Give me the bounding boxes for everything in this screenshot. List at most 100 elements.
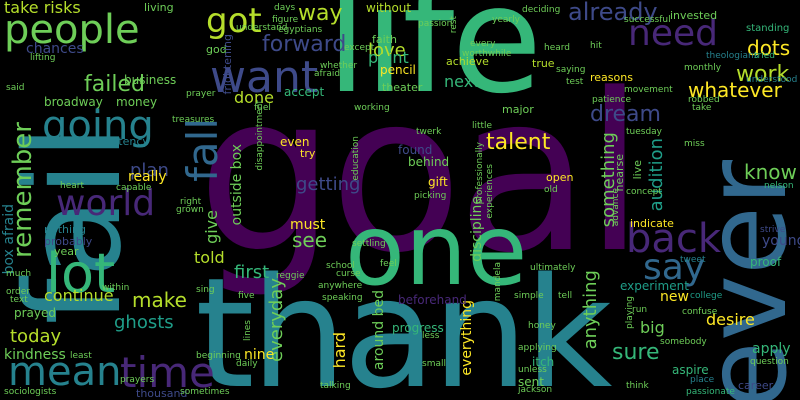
word-said: said — [6, 83, 25, 93]
word-sing: sing — [196, 285, 215, 295]
word-nine: nine — [244, 347, 275, 363]
word-jackson: jackson — [518, 385, 553, 395]
word-thousand: thousand — [136, 387, 188, 400]
word-sometimes: sometimes — [180, 387, 230, 397]
word-new: new — [660, 289, 689, 305]
word-probably: probably — [44, 235, 93, 248]
word-days: days — [274, 3, 296, 13]
word-next: next — [444, 72, 480, 91]
word-theologians: theologians — [706, 51, 759, 61]
word-working: working — [354, 103, 390, 113]
word-plan: plan — [130, 160, 169, 181]
word-talent: talent — [486, 130, 551, 155]
word-run: run — [632, 305, 648, 315]
word-picking: picking — [414, 191, 447, 201]
word-hit: hit — [590, 41, 602, 51]
word-see: see — [292, 228, 328, 252]
word-chances: chances — [26, 41, 84, 57]
word-treasures: treasures — [172, 115, 215, 125]
word-pencil: pencil — [380, 63, 416, 77]
word-say: say — [643, 247, 706, 288]
word-theater: theater — [382, 81, 423, 94]
word-goal: goal — [197, 48, 645, 301]
word-lifting: lifting — [30, 53, 56, 63]
word-education: education — [351, 136, 361, 181]
word-worthwhile: worthwhile — [462, 49, 512, 59]
word-patience: patience — [592, 95, 631, 105]
word-successful: successful — [624, 15, 671, 25]
word-grown: grown — [176, 205, 204, 215]
word-whatever: whatever — [688, 78, 782, 102]
word-mean: mean — [8, 349, 122, 395]
word-frightening: frightening — [221, 34, 234, 95]
word-understood: understood — [746, 75, 798, 85]
word-standing: standing — [746, 23, 790, 34]
word-love: love — [368, 40, 406, 61]
word-point: point — [368, 48, 409, 67]
word-true: true — [532, 57, 555, 70]
word-feel: feel — [380, 259, 397, 269]
word-tweet: tweet — [680, 255, 706, 265]
word-world: world — [56, 183, 156, 224]
word-within: within — [102, 283, 130, 293]
word-monthly: monthly — [684, 63, 722, 73]
word-right: right — [180, 197, 202, 207]
word-know: know — [744, 160, 797, 184]
word-applying: applying — [518, 343, 557, 353]
word-told: told — [194, 248, 225, 267]
word-nothing: nothing — [44, 223, 86, 236]
word-apply: apply — [752, 341, 791, 357]
word-anything: anything — [580, 270, 601, 350]
word-figure: figure — [272, 15, 299, 25]
word-major: major — [502, 103, 534, 116]
word-make: make — [132, 288, 187, 312]
word-outside-box: outside box — [229, 144, 245, 226]
word-hard: hard — [330, 332, 349, 369]
word-five: five — [238, 291, 255, 301]
word-everything: everything — [459, 300, 475, 376]
word-around-bed: around bed — [371, 290, 387, 371]
word-progress: progress — [392, 321, 444, 335]
word-time: time — [120, 348, 215, 397]
word-big: big — [640, 318, 665, 337]
word-text: text — [10, 295, 28, 305]
word-experiment: experiment — [620, 279, 689, 293]
word-hearse: hearse — [613, 154, 626, 192]
word-curse: curse — [336, 269, 361, 279]
word-passionate: passionate — [686, 387, 735, 397]
word-nelson: nelson — [764, 181, 794, 191]
word-school: school — [326, 261, 355, 271]
word-reggie: reggie — [276, 271, 305, 281]
word-dots: dots — [747, 36, 791, 60]
word-already: already — [568, 0, 658, 26]
word-order: order — [6, 287, 30, 297]
word-way: way — [298, 1, 343, 26]
word-college: college — [690, 291, 723, 301]
word-achieve: achieve — [446, 55, 489, 68]
word-deciding: deciding — [522, 5, 561, 15]
word-capable: capable — [116, 183, 152, 193]
word-gift: gift — [428, 175, 448, 189]
word-young: young — [762, 233, 800, 249]
word-back: back — [626, 216, 722, 262]
word-prayed: prayed — [14, 306, 57, 320]
word-failed: failed — [84, 72, 145, 97]
word-speaking: speaking — [322, 293, 363, 303]
word-heart: heart — [60, 181, 84, 191]
word-passion: passion — [418, 19, 453, 29]
word-aspire: aspire — [672, 363, 709, 377]
word-itch: itch — [532, 355, 555, 369]
word-yearly: yearly — [492, 15, 520, 25]
word-daily: daily — [236, 359, 258, 369]
word-work: work — [736, 62, 790, 87]
word-talking: talking — [320, 381, 351, 391]
word-old: old — [544, 185, 558, 195]
word-getting: getting — [296, 174, 361, 195]
word-much: much — [6, 269, 32, 279]
word-box-afraid: box afraid — [1, 204, 17, 275]
word-audition: audition — [646, 138, 667, 212]
word-little: little — [472, 121, 493, 131]
word-lines: lines — [243, 320, 253, 341]
word-prayer: prayer — [186, 89, 216, 99]
